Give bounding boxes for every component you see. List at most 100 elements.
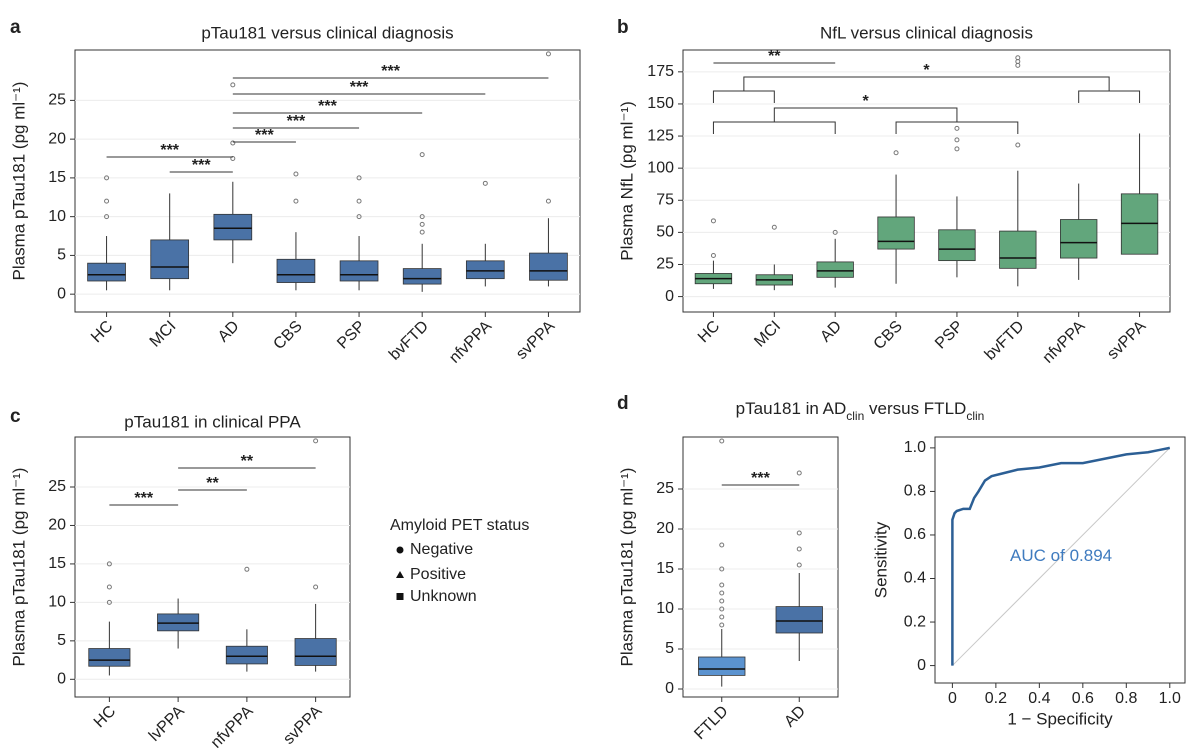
y-tick-label: 25 <box>656 480 674 497</box>
legend-symbol <box>396 593 404 600</box>
outlier <box>104 175 110 181</box>
outlier <box>419 214 425 220</box>
outlier <box>719 590 725 596</box>
box <box>775 606 823 634</box>
significance-bar <box>773 107 958 122</box>
plot-frame <box>74 49 581 313</box>
outlier <box>1015 142 1021 148</box>
y-tick-label: 1.0 <box>904 439 926 456</box>
outlier <box>230 82 236 88</box>
outlier <box>230 140 236 146</box>
x-tick-label: 0.6 <box>1072 690 1094 707</box>
outlier <box>710 252 716 258</box>
outlier <box>313 438 319 444</box>
outlier <box>719 582 725 588</box>
box <box>294 638 337 666</box>
outlier <box>293 171 299 177</box>
y-tick-label: 0.4 <box>904 570 926 587</box>
x-tick-label: 0.2 <box>985 690 1007 707</box>
outlier <box>482 180 488 186</box>
legend-entry: Unknown <box>410 588 477 605</box>
y-tick-label: 0.2 <box>904 613 926 630</box>
outlier <box>954 146 960 152</box>
legend-entry: Negative <box>410 541 473 558</box>
outlier <box>796 546 802 552</box>
title-part: clin <box>966 409 984 423</box>
y-tick-label: 100 <box>647 159 674 176</box>
box <box>87 262 126 282</box>
y-tick-label: 175 <box>647 63 674 80</box>
y-tick-label: 20 <box>656 520 674 537</box>
outlier <box>106 584 112 590</box>
significance-label: *** <box>160 142 179 159</box>
legend-symbol <box>396 546 404 554</box>
y-tick-label: 0 <box>665 680 674 697</box>
box <box>157 613 200 632</box>
outlier <box>893 150 899 156</box>
outlier <box>832 229 838 235</box>
outlier <box>419 152 425 158</box>
outlier <box>954 137 960 143</box>
y-tick-label: 10 <box>48 208 66 225</box>
outlier <box>719 606 725 612</box>
outlier <box>719 598 725 604</box>
plot-frame <box>934 436 1186 684</box>
outlier <box>545 51 551 57</box>
legend-entry: Positive <box>410 566 466 583</box>
outlier <box>719 542 725 548</box>
y-tick-label: 15 <box>48 555 66 572</box>
significance-label: *** <box>350 79 369 96</box>
panel-label: a <box>10 17 21 38</box>
box <box>529 252 568 281</box>
outlier <box>313 584 319 590</box>
x-axis-label: 1 − Specificity <box>1007 709 1113 728</box>
significance-label: *** <box>287 113 306 130</box>
y-tick-label: 20 <box>48 130 66 147</box>
outlier <box>104 198 110 204</box>
significance-label: ** <box>241 453 254 470</box>
legend-title: Amyloid PET status <box>390 517 529 534</box>
y-tick-label: 25 <box>48 478 66 495</box>
y-axis-label: Plasma pTau181 (pg ml⁻¹) <box>9 82 28 281</box>
y-tick-label: 15 <box>656 560 674 577</box>
panel-label: b <box>617 17 629 38</box>
box <box>276 258 316 283</box>
outlier <box>293 198 299 204</box>
box <box>88 648 131 667</box>
x-tick-label: 0.8 <box>1115 690 1137 707</box>
title-part: clin <box>846 409 864 423</box>
y-tick-label: 10 <box>48 594 66 611</box>
significance-label: *** <box>192 157 211 174</box>
box <box>938 229 976 262</box>
panel-label: c <box>10 406 21 427</box>
y-tick-label: 25 <box>48 92 66 109</box>
significance-label: * <box>923 62 930 79</box>
chart-title: pTau181 in ADclin versus FTLDclin <box>736 399 985 423</box>
outlier <box>419 221 425 227</box>
y-tick-label: 0.6 <box>904 526 926 543</box>
y-tick-label: 50 <box>656 224 674 241</box>
y-axis-label: Plasma pTau181 (pg ml⁻¹) <box>9 468 28 667</box>
outlier <box>771 224 777 230</box>
y-tick-label: 125 <box>647 127 674 144</box>
outlier <box>106 599 112 605</box>
outlier <box>719 438 725 444</box>
chart-title: pTau181 versus clinical diagnosis <box>201 23 453 42</box>
box <box>698 656 746 676</box>
annotation: AUC of 0.894 <box>1010 546 1112 565</box>
outlier <box>954 125 960 131</box>
y-tick-label: 150 <box>647 95 674 112</box>
outlier <box>796 562 802 568</box>
box <box>225 645 268 665</box>
significance-bar <box>743 76 1110 91</box>
y-axis-label: Sensitivity <box>871 521 890 598</box>
legend-symbol <box>396 571 404 578</box>
outlier <box>419 229 425 235</box>
box <box>816 261 854 278</box>
outlier <box>106 561 112 567</box>
significance-label: *** <box>318 98 337 115</box>
box <box>1060 219 1098 259</box>
y-tick-label: 0 <box>57 671 66 688</box>
title-part: pTau181 in AD <box>736 399 847 418</box>
